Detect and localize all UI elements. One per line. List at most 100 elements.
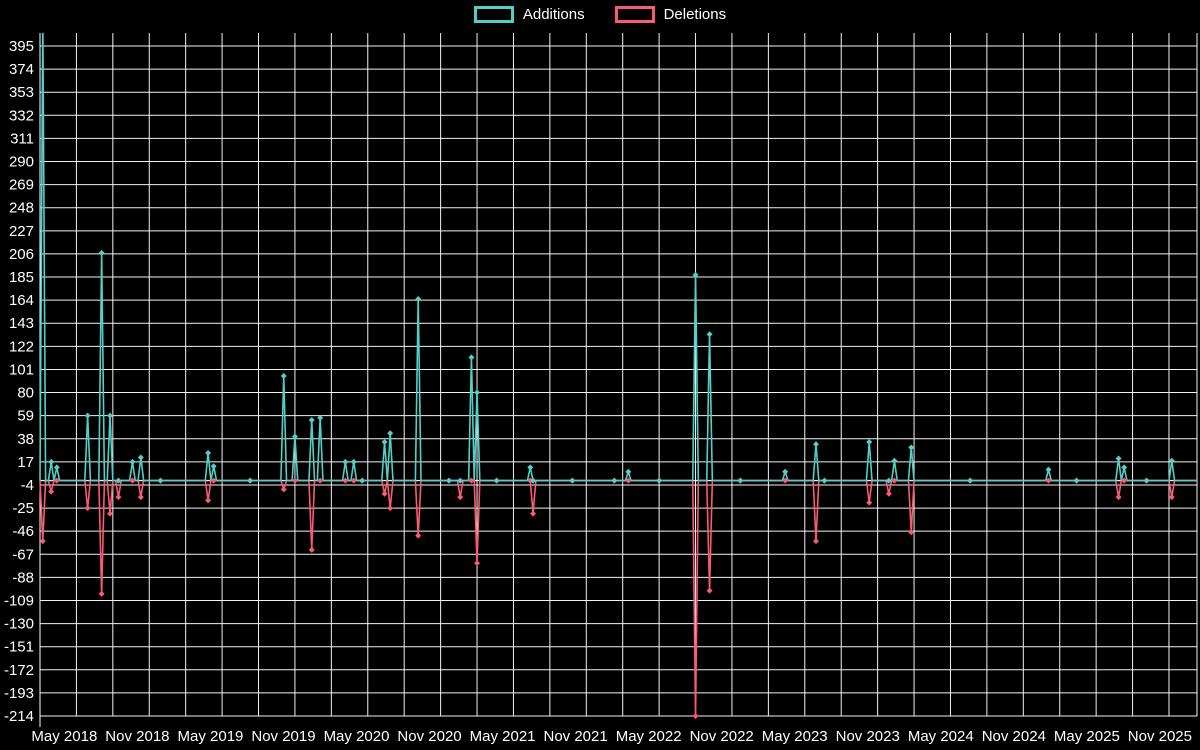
- point-marker-icon: [115, 477, 122, 484]
- point-marker-icon: [129, 477, 136, 484]
- point-marker-icon: [359, 477, 366, 484]
- point-marker-icon: [530, 510, 537, 517]
- point-marker-icon: [468, 477, 475, 484]
- point-marker-icon: [53, 464, 60, 471]
- point-marker-icon: [813, 441, 820, 448]
- svg-text:Nov 2019: Nov 2019: [251, 728, 315, 745]
- point-marker-icon: [967, 477, 974, 484]
- point-marker-icon: [210, 463, 217, 470]
- point-marker-icon: [656, 477, 663, 484]
- point-marker-icon: [1045, 477, 1052, 484]
- point-marker-icon: [1045, 466, 1052, 473]
- svg-text:May 2021: May 2021: [470, 728, 536, 745]
- svg-text:311: 311: [10, 130, 34, 147]
- svg-text:227: 227: [9, 223, 34, 240]
- point-marker-icon: [1115, 455, 1122, 462]
- point-marker-icon: [137, 454, 144, 461]
- point-marker-icon: [48, 488, 55, 495]
- point-marker-icon: [115, 494, 122, 501]
- point-marker-icon: [350, 458, 357, 465]
- additions-markers: [48, 249, 1175, 484]
- svg-text:May 2025: May 2025: [1054, 728, 1120, 745]
- point-marker-icon: [908, 444, 915, 451]
- point-marker-icon: [291, 433, 298, 440]
- point-marker-icon: [891, 477, 898, 484]
- point-marker-icon: [381, 490, 388, 497]
- point-marker-icon: [280, 486, 287, 493]
- point-marker-icon: [53, 477, 60, 484]
- svg-text:374: 374: [9, 61, 34, 78]
- point-marker-icon: [885, 477, 892, 484]
- point-marker-icon: [210, 477, 217, 484]
- point-marker-icon: [1168, 457, 1175, 464]
- point-marker-icon: [611, 477, 618, 484]
- legend-item-additions[interactable]: Additions: [473, 6, 585, 23]
- deletions-markers: [39, 477, 1175, 719]
- point-marker-icon: [107, 412, 114, 419]
- point-marker-icon: [625, 468, 632, 475]
- point-marker-icon: [908, 529, 915, 536]
- point-marker-icon: [1121, 464, 1128, 471]
- svg-text:Nov 2020: Nov 2020: [397, 728, 461, 745]
- point-marker-icon: [98, 590, 105, 597]
- point-marker-icon: [474, 389, 481, 396]
- gridlines: [39, 33, 1198, 717]
- point-marker-icon: [129, 458, 136, 465]
- svg-text:332: 332: [9, 107, 34, 124]
- svg-text:-88: -88: [12, 569, 34, 586]
- svg-text:164: 164: [9, 292, 34, 309]
- point-marker-icon: [387, 505, 394, 512]
- point-marker-icon: [415, 296, 422, 303]
- svg-text:17: 17: [17, 454, 34, 471]
- point-marker-icon: [291, 477, 298, 484]
- svg-text:-4: -4: [21, 477, 34, 494]
- legend-item-deletions[interactable]: Deletions: [614, 6, 726, 23]
- svg-text:-214: -214: [4, 708, 34, 725]
- point-marker-icon: [782, 477, 789, 484]
- svg-text:-151: -151: [4, 639, 34, 656]
- x-axis-labels: May 2018 Nov 2018 May 2019 Nov 2019 May 2020…: [31, 728, 1192, 745]
- point-marker-icon: [885, 490, 892, 497]
- point-marker-icon: [205, 450, 212, 457]
- svg-text:-193: -193: [4, 685, 34, 702]
- svg-text:May 2022: May 2022: [616, 728, 682, 745]
- svg-text:353: 353: [9, 84, 34, 101]
- point-marker-icon: [84, 412, 91, 419]
- svg-text:185: 185: [9, 269, 34, 286]
- svg-text:Nov 2022: Nov 2022: [690, 728, 754, 745]
- point-marker-icon: [692, 271, 699, 278]
- point-marker-icon: [457, 477, 464, 484]
- svg-text:101: 101: [9, 361, 34, 378]
- additions-swatch-icon: [473, 6, 514, 23]
- point-marker-icon: [866, 499, 873, 506]
- svg-text:395: 395: [9, 38, 34, 55]
- svg-text:59: 59: [17, 408, 34, 425]
- point-marker-icon: [457, 494, 464, 501]
- point-marker-icon: [308, 417, 315, 424]
- svg-text:Nov 2018: Nov 2018: [105, 728, 169, 745]
- point-marker-icon: [157, 477, 164, 484]
- point-marker-icon: [107, 510, 114, 517]
- point-marker-icon: [137, 494, 144, 501]
- point-marker-icon: [891, 457, 898, 464]
- point-marker-icon: [813, 538, 820, 545]
- svg-text:80: 80: [17, 385, 34, 402]
- point-marker-icon: [737, 477, 744, 484]
- point-marker-icon: [84, 505, 91, 512]
- point-marker-icon: [468, 354, 475, 361]
- svg-text:Nov 2024: Nov 2024: [982, 728, 1046, 745]
- svg-text:248: 248: [9, 200, 34, 217]
- point-marker-icon: [39, 538, 46, 545]
- deletions-swatch-icon: [614, 6, 655, 23]
- svg-text:May 2018: May 2018: [31, 728, 97, 745]
- chart-legend: Additions Deletions: [0, 6, 1200, 23]
- svg-text:-109: -109: [4, 592, 34, 609]
- point-marker-icon: [1168, 494, 1175, 501]
- additions-line: [39, 33, 1197, 482]
- series-layer: [39, 33, 1197, 719]
- point-marker-icon: [706, 587, 713, 594]
- point-marker-icon: [782, 468, 789, 475]
- point-marker-icon: [317, 477, 324, 484]
- legend-label-additions: Additions: [522, 6, 585, 23]
